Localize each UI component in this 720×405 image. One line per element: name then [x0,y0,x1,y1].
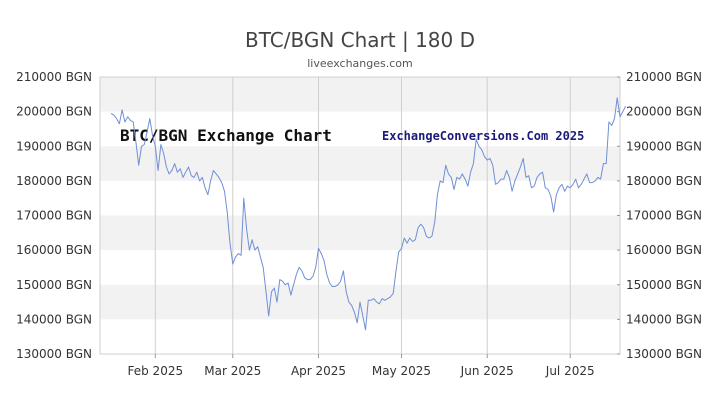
y-tick-label-left: 210000 BGN [16,70,92,84]
vertical-gridlines [154,77,571,354]
y-tick-label-right: 210000 BGN [626,70,702,84]
y-tick-label-right: 170000 BGN [626,209,702,223]
y-tick-label-left: 200000 BGN [16,105,92,119]
watermark-left: BTC/BGN Exchange Chart [120,126,332,145]
series-line [110,97,626,331]
y-axis-left: 210000 BGN 200000 BGN 190000 BGN 180000 BGN… [16,70,92,361]
y-tick-label-right: 190000 BGN [626,139,702,153]
y-tick-label-left: 140000 BGN [16,312,92,326]
y-tick-label-left: 180000 BGN [16,174,92,188]
x-tick-label: Mar 2025 [204,364,261,378]
plot-bands [100,77,620,320]
grid-band [100,146,620,181]
y-tick-label-left: 170000 BGN [16,209,92,223]
y-tick-label-left: 160000 BGN [16,243,92,257]
y-tick-label-left: 130000 BGN [16,347,92,361]
x-tick-label: Feb 2025 [128,364,184,378]
y-tick-label-left: 150000 BGN [16,278,92,292]
x-tick-label: May 2025 [372,364,431,378]
chart-title: BTC/BGN Chart | 180 D [245,28,475,52]
chart-subtitle: liveexchanges.com [307,57,412,70]
y-tick-label-right: 200000 BGN [626,105,702,119]
grid-band [100,77,620,112]
grid-band [100,215,620,251]
y-tick-label-right: 130000 BGN [626,347,702,361]
watermark-right: ExchangeConversions.Com 2025 [382,129,584,143]
x-tick-label: Apr 2025 [291,364,346,378]
y-tick-label-right: 160000 BGN [626,243,702,257]
y-axis-right: 210000 BGN 200000 BGN 190000 BGN 180000 BGN… [617,70,702,361]
y-tick-label-left: 190000 BGN [16,139,92,153]
x-axis: Feb 2025 Mar 2025 Apr 2025 May 2025 Jun 2025… [128,354,595,378]
y-tick-label-right: 180000 BGN [626,174,702,188]
y-tick-label-right: 150000 BGN [626,278,702,292]
y-tick-label-right: 140000 BGN [626,312,702,326]
x-tick-label: Jun 2025 [460,364,514,378]
x-tick-label: Jul 2025 [545,364,595,378]
